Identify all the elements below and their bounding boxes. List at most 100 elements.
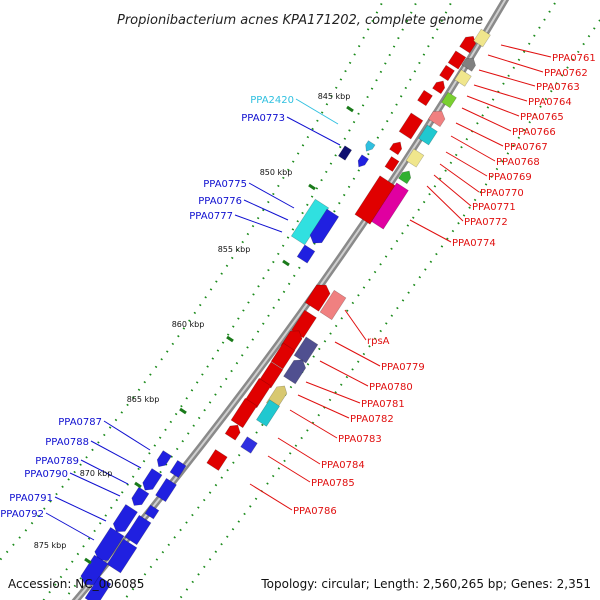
label-leader xyxy=(249,483,293,511)
gene-label[interactable]: PPA0763 xyxy=(536,82,580,93)
gene-feature-left xyxy=(337,145,353,161)
label-leader xyxy=(450,135,496,162)
gene-label[interactable]: PPA0770 xyxy=(480,188,524,199)
gene-feature-left xyxy=(106,538,138,574)
gene-label[interactable]: PPA0790 xyxy=(24,469,68,480)
gene-feature-left xyxy=(112,504,138,533)
gene-label[interactable]: PPA0761 xyxy=(552,53,596,64)
label-leader xyxy=(286,116,341,146)
gene-feature-red xyxy=(304,284,331,312)
gene-feature-khaki xyxy=(454,69,472,87)
gene-label[interactable]: PPA0784 xyxy=(321,460,365,471)
kbp-label: 875 kbp xyxy=(34,541,67,550)
label-leader xyxy=(319,360,369,387)
kbp-markers: 845 kbp 850 kbp 855 kbp 860 kbp 865 kbp 870 k… xyxy=(34,92,354,565)
gene-feature-left xyxy=(309,208,340,244)
label-leader xyxy=(267,455,311,483)
guide-track xyxy=(42,0,419,600)
gene-feature-left xyxy=(131,486,150,506)
accession-text: Accession: NC_006085 xyxy=(8,577,145,591)
label-leader xyxy=(409,219,452,243)
gene-label[interactable]: PPA0781 xyxy=(361,399,405,410)
label-leader xyxy=(54,496,107,522)
gene-feature-left xyxy=(365,140,376,152)
gene-feature-left xyxy=(296,244,316,264)
guide-track xyxy=(62,0,454,600)
kbp-tick xyxy=(308,183,316,191)
gene-label[interactable]: PPA0772 xyxy=(464,217,508,228)
gene-feature-green xyxy=(441,91,457,109)
gene-feature-khaki xyxy=(473,28,491,48)
gene-label[interactable]: PPA0774 xyxy=(452,238,496,249)
gene-label[interactable]: PPA0787 xyxy=(58,417,102,428)
label-leader xyxy=(466,95,520,117)
gene-feature-left xyxy=(169,459,187,479)
label-leader xyxy=(90,440,142,469)
gene-label[interactable]: PPA0767 xyxy=(504,142,548,153)
gene-feature-red xyxy=(417,89,433,107)
gene-label[interactable]: PPA0782 xyxy=(350,414,394,425)
gene-features xyxy=(80,28,491,600)
gene-feature-left xyxy=(124,514,152,546)
gene-label[interactable]: PPA0769 xyxy=(488,172,532,183)
gene-label[interactable]: PPA0766 xyxy=(512,127,556,138)
gene-label[interactable]: PPA0765 xyxy=(520,112,564,123)
label-leader xyxy=(344,309,367,341)
label-leader xyxy=(478,69,536,87)
kbp-label: 860 kbp xyxy=(172,320,205,329)
kbp-label: 855 kbp xyxy=(218,245,251,254)
label-leader xyxy=(45,512,95,541)
gene-label[interactable]: rpsA xyxy=(367,336,390,347)
gene-label[interactable]: PPA0789 xyxy=(35,456,79,467)
gene-feature-pink xyxy=(319,289,347,321)
gene-label[interactable]: PPA0786 xyxy=(293,506,337,517)
label-leader xyxy=(433,174,472,207)
label-leader xyxy=(295,98,339,125)
gene-feature-pink xyxy=(427,110,446,128)
gene-label[interactable]: PPA0771 xyxy=(472,202,516,213)
gene-feature-red xyxy=(447,50,467,70)
gene-label[interactable]: PPA0768 xyxy=(496,157,540,168)
label-leader xyxy=(80,459,129,485)
gene-label[interactable]: PPA0780 xyxy=(369,382,413,393)
kbp-tick xyxy=(134,481,142,489)
gene-feature-red xyxy=(432,80,446,95)
gene-feature-red xyxy=(384,156,400,172)
gene-label[interactable]: PPA0788 xyxy=(45,437,89,448)
gene-feature-red xyxy=(230,397,258,429)
gene-label[interactable]: PPA0783 xyxy=(338,434,382,445)
gene-feature-red xyxy=(224,424,241,441)
gene-label[interactable]: PPA0764 xyxy=(528,97,572,108)
label-leader xyxy=(455,122,504,147)
gene-label[interactable]: PPA0779 xyxy=(381,362,425,373)
gene-labels: PPA0761 PPA0762 PPA0763 PPA0764 PPA0765 PPA07… xyxy=(0,53,595,520)
label-leader xyxy=(234,214,283,233)
kbp-tick xyxy=(84,557,92,565)
label-leader xyxy=(277,437,321,465)
kbp-tick xyxy=(226,335,234,343)
gene-feature-cyan xyxy=(256,399,280,427)
gene-label[interactable]: PPA0792 xyxy=(0,509,44,520)
label-leader xyxy=(500,44,552,58)
gene-feature-left xyxy=(144,504,160,520)
gene-label[interactable]: PPA0791 xyxy=(9,493,53,504)
kbp-label: 865 kbp xyxy=(127,395,160,404)
gene-feature-gray xyxy=(461,57,476,72)
gene-feature-green xyxy=(398,170,412,185)
gene-label[interactable]: PPA0776 xyxy=(198,196,242,207)
gene-feature-left xyxy=(156,450,172,468)
gene-feature-red xyxy=(206,449,228,471)
label-leader xyxy=(439,163,480,193)
kbp-label: 870 kbp xyxy=(80,469,113,478)
label-leader xyxy=(487,54,544,73)
gene-label[interactable]: PPA0773 xyxy=(241,113,285,124)
label-leader xyxy=(289,409,338,439)
gene-label[interactable]: PPA0785 xyxy=(311,478,355,489)
gene-label[interactable]: PPA0762 xyxy=(544,68,588,79)
gene-label[interactable]: PPA2420 xyxy=(250,95,294,106)
gene-feature-red xyxy=(439,64,455,82)
gene-label[interactable]: PPA0777 xyxy=(189,211,233,222)
gene-feature-red xyxy=(270,342,296,370)
gene-label[interactable]: PPA0775 xyxy=(203,179,247,190)
label-leader xyxy=(69,472,121,497)
